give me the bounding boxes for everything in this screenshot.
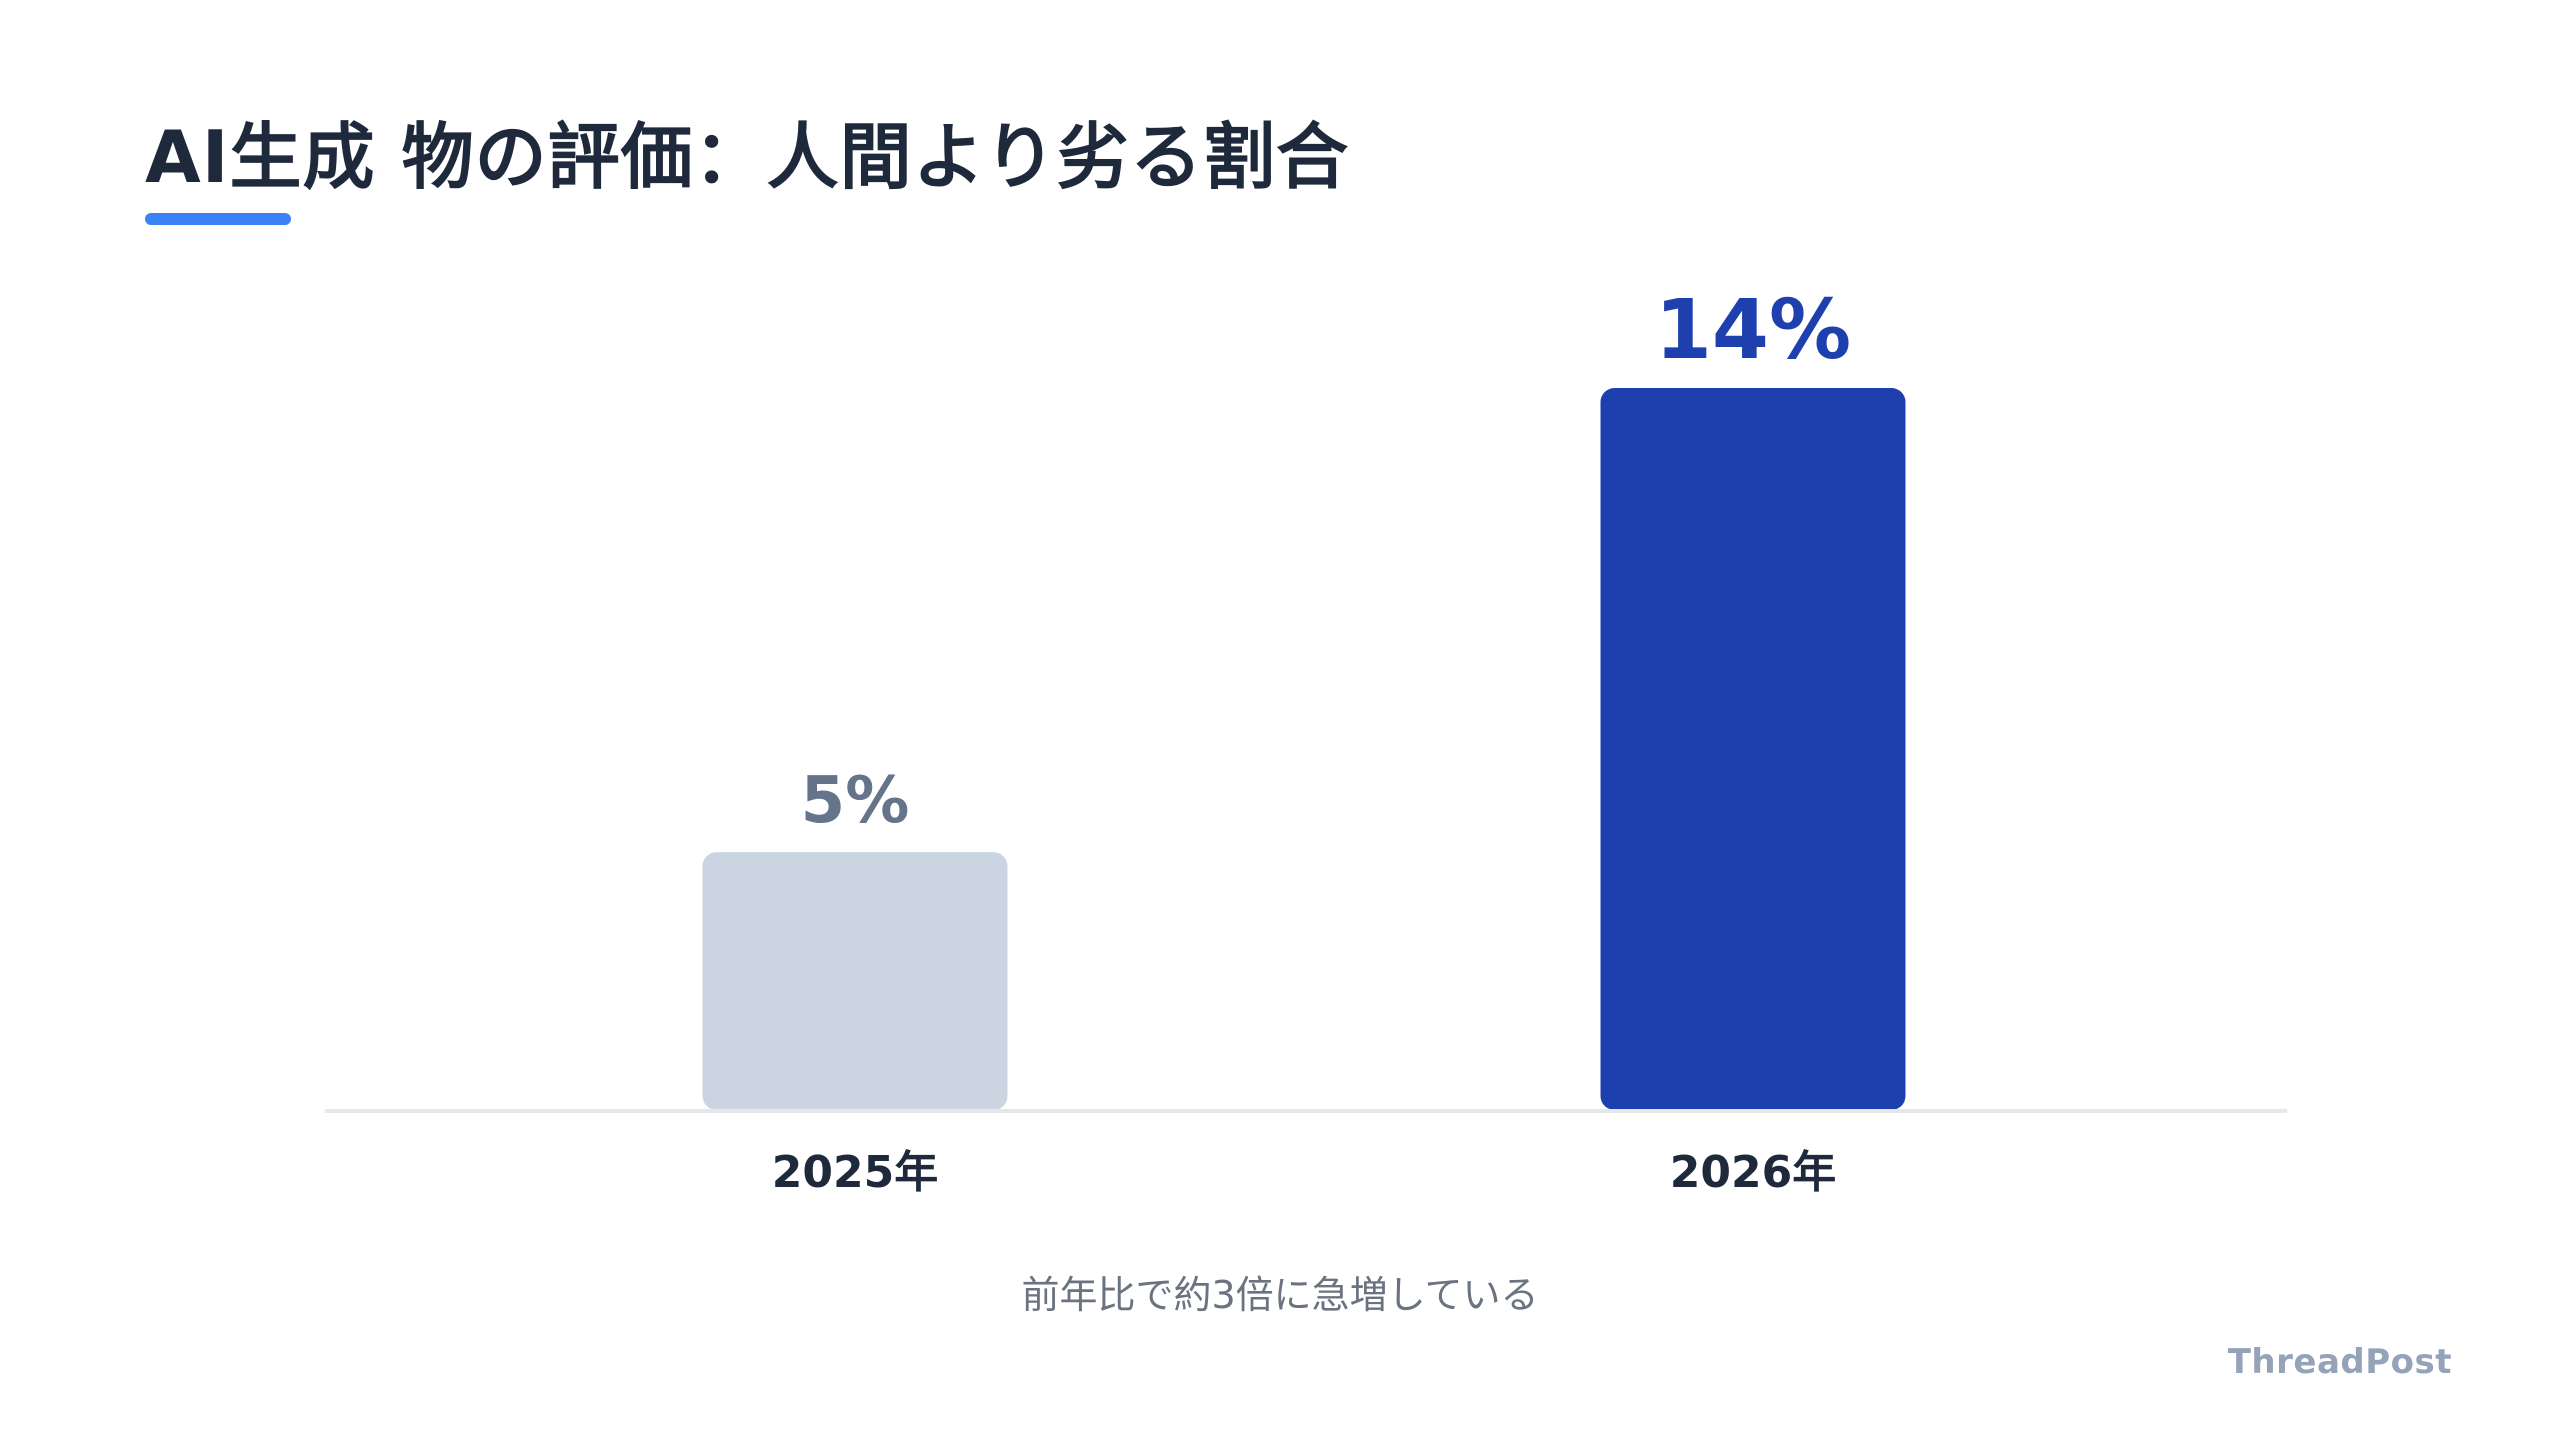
- bar-value-label: 5%: [801, 764, 910, 838]
- x-axis-tick-label: 2026年: [1670, 1147, 1836, 1198]
- chart-caption: 前年比で約3倍に急増している: [1021, 1273, 1539, 1317]
- chart-title: AI生成 物の評価：人間より劣る割合: [145, 115, 1350, 199]
- x-axis-tick-label: 2025年: [772, 1147, 938, 1198]
- bar-value-label: 14%: [1655, 283, 1851, 378]
- brand-logo: ThreadPost: [2227, 1342, 2452, 1382]
- title-accent-underline: [145, 213, 291, 225]
- bar-2026年: [1600, 388, 1906, 1110]
- bar-2025年: [702, 852, 1008, 1110]
